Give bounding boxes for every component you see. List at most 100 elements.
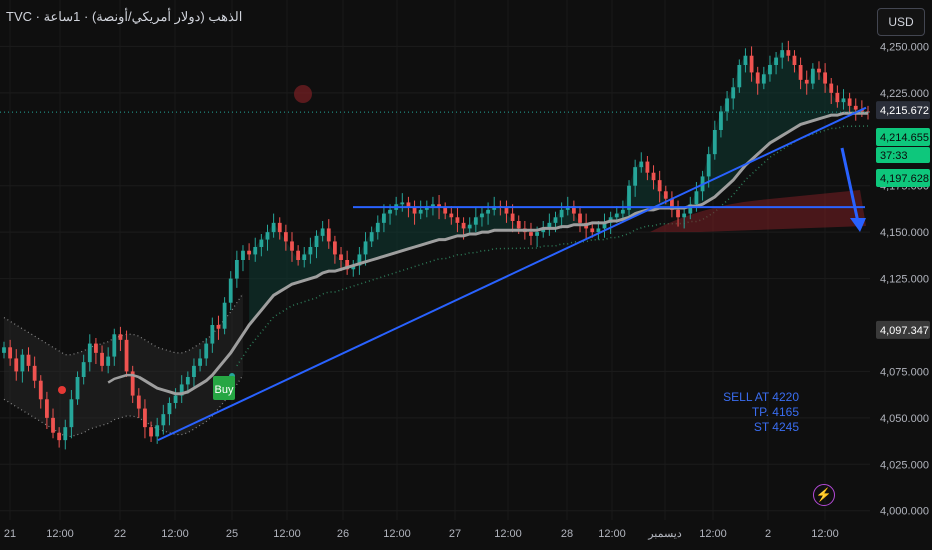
trend-area [249, 50, 868, 326]
annotation-stop: ST 4245 [753, 420, 799, 434]
candle-body [688, 204, 693, 214]
candle-body [480, 213, 484, 218]
candle-body [847, 98, 852, 106]
candle-body [339, 254, 343, 260]
candle-body [553, 217, 558, 223]
candle-body [290, 241, 294, 251]
candle-body [75, 377, 80, 400]
candle-body [755, 72, 760, 84]
buy-badge: Buy [213, 376, 235, 400]
candle-body [639, 161, 644, 168]
candle-body [670, 198, 674, 210]
buy-badge-bg [213, 376, 235, 400]
candle-body [173, 395, 178, 403]
annotation-take-profit: TP. 4165 [751, 405, 799, 419]
candle-body [388, 209, 392, 214]
y-tick-label: 4,025.000 [880, 459, 929, 471]
x-tick-label: 12:00 [811, 528, 839, 540]
candle-body [192, 365, 196, 377]
moving-average-left [107, 373, 140, 384]
candle-body [841, 98, 846, 103]
candle-body [143, 408, 147, 428]
candle-body [277, 222, 282, 233]
candle-body [516, 221, 521, 229]
candle-body [541, 228, 546, 233]
candle-body [112, 334, 117, 357]
candle-body [81, 362, 86, 377]
candle-body [412, 208, 417, 214]
price-badge-last: 4,214.655 [880, 132, 929, 144]
sell-zone [650, 190, 866, 232]
candle-body [633, 167, 638, 186]
candle-body [326, 228, 331, 242]
candle-body [283, 232, 288, 242]
candle-body [136, 395, 141, 409]
candle-body [547, 222, 552, 229]
candle-body [228, 278, 233, 303]
candle-body [418, 209, 423, 214]
candle-body [810, 68, 815, 84]
candle-body [761, 74, 766, 84]
candle-body [87, 343, 92, 363]
candle-body [780, 50, 785, 58]
y-tick-label: 4,050.000 [880, 413, 929, 425]
signal-marker [58, 386, 66, 394]
candle-body [461, 222, 466, 229]
currency-button[interactable]: USD [877, 8, 925, 36]
x-tick-label: 22 [114, 528, 126, 540]
envelope-band [4, 293, 243, 437]
candle-body [774, 57, 778, 65]
lightning-icon[interactable]: ⚡ [813, 484, 835, 506]
candle-body [535, 232, 540, 236]
x-tick-label: 12:00 [161, 528, 189, 540]
price-badge-bg [876, 128, 930, 146]
candle-body [100, 352, 104, 366]
chart-title: TVC · الذهب (دولار أمريكي/أونصة) · 1ساعة [6, 9, 243, 24]
candle-body [835, 92, 840, 103]
candle-body [467, 224, 472, 229]
candle-body [712, 130, 717, 155]
x-tick-label: 12:00 [598, 528, 626, 540]
candle-body [651, 172, 656, 181]
candle-body [706, 154, 711, 177]
candle-body [731, 87, 736, 99]
price-badge-low: 4,097.347 [880, 325, 929, 337]
candle-body [602, 222, 607, 229]
candle-body [725, 98, 729, 112]
candle-body [26, 354, 31, 366]
price-badge-high: 4,215.672 [880, 105, 929, 117]
candle-body [369, 232, 374, 242]
candle-body [302, 254, 307, 260]
candle-body [259, 239, 264, 247]
candle-body [20, 354, 25, 372]
x-tick-label: ديسمبر [647, 528, 682, 540]
y-tick-label: 4,250.000 [880, 41, 929, 53]
buy-label: Buy [215, 384, 234, 396]
x-tick-label: 25 [226, 528, 238, 540]
candle-body [198, 358, 202, 366]
y-tick-label: 4,125.000 [880, 274, 929, 286]
candle-body [118, 334, 123, 340]
candle-body [449, 213, 454, 218]
candle-body [590, 228, 595, 233]
candle-body [210, 325, 215, 344]
candle-body [308, 247, 313, 255]
envelope-lower [3, 374, 244, 438]
candle-body [737, 65, 742, 88]
candle-body [719, 111, 723, 130]
y-tick-label: 4,150.000 [880, 227, 929, 239]
x-tick-label: 12:00 [494, 528, 522, 540]
price-badge-bg [876, 147, 930, 163]
candle-body [486, 209, 490, 214]
candle-body [253, 247, 258, 255]
support-dotted-line [236, 125, 869, 367]
candle-body [271, 222, 276, 233]
candle-body [216, 325, 221, 329]
candle-body [473, 217, 478, 225]
candle-body [124, 339, 129, 372]
candle-body [627, 185, 631, 210]
x-tick-label: 12:00 [273, 528, 301, 540]
candle-body [529, 232, 533, 236]
candle-body [8, 347, 13, 359]
